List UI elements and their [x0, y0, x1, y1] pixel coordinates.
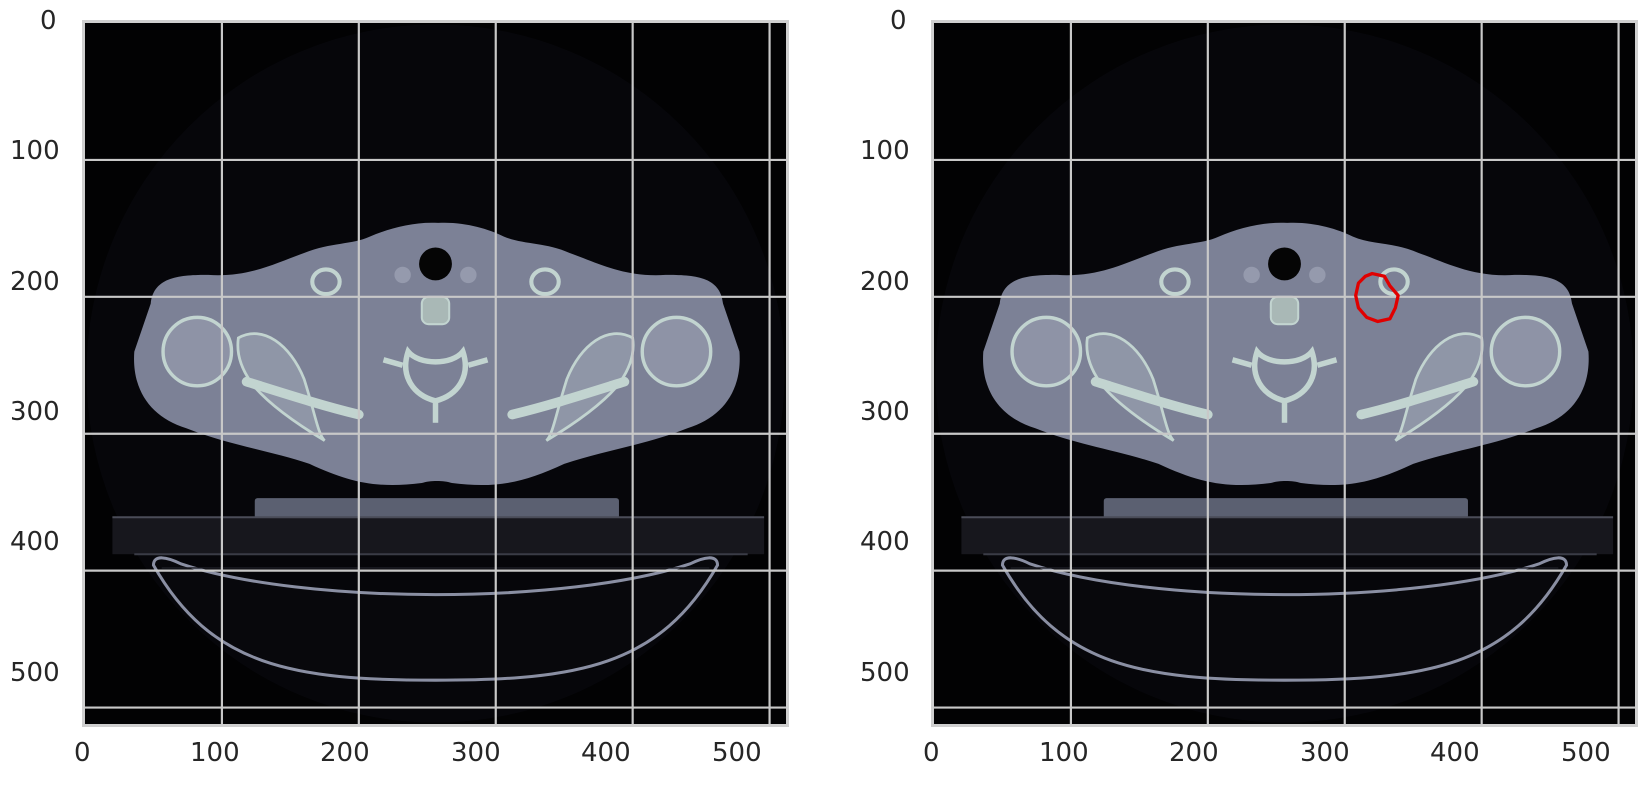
ct-slice-anatomy: [85, 23, 786, 724]
y-tick-label: 300: [860, 397, 910, 427]
humeral-head-right: [1489, 315, 1562, 388]
table-cradle: [1000, 556, 1569, 682]
x-tick-label: 500: [712, 738, 762, 768]
transverse-process: [1231, 357, 1338, 368]
trachea: [419, 247, 452, 281]
grid-lines: [934, 23, 1635, 724]
table-pad: [1103, 498, 1468, 519]
vertebral-arch: [1252, 345, 1317, 404]
vertebral-arch: [403, 345, 468, 404]
y-tick-label: 100: [10, 136, 60, 166]
segmentation-contour: [1354, 271, 1400, 324]
x-tick-label: 0: [74, 738, 91, 768]
tumor-contour: [1354, 271, 1400, 324]
y-tick-label: 400: [860, 527, 910, 557]
clavicle-right: [1356, 376, 1479, 420]
vessel: [1309, 266, 1326, 284]
vertebral-body: [420, 295, 451, 326]
trachea: [1268, 247, 1301, 281]
humeral-head-left: [161, 315, 234, 388]
vessel: [394, 266, 411, 284]
x-tick-label: 500: [1561, 738, 1611, 768]
y-tick-label: 300: [10, 397, 60, 427]
ct-image-panel-left: [82, 20, 789, 727]
ct-slice-anatomy: [934, 23, 1635, 724]
clavicle-left: [241, 376, 364, 420]
x-tick-label: 200: [1169, 738, 1219, 768]
rib-left: [1159, 267, 1191, 297]
y-tick-label: 200: [10, 267, 60, 297]
x-tick-label: 400: [1430, 738, 1480, 768]
table-top: [961, 517, 1614, 555]
ct-image-right: [934, 23, 1635, 724]
clavicle-left: [1090, 376, 1213, 420]
ct-image-panel-right: [931, 20, 1638, 727]
clavicle-right: [507, 376, 630, 420]
y-tick-label: 0: [890, 6, 907, 36]
table-cradle: [151, 556, 720, 682]
vessel: [1243, 266, 1260, 284]
x-tick-label: 100: [190, 738, 240, 768]
grid-lines: [85, 23, 786, 724]
rib-right: [1378, 267, 1410, 297]
table-top: [112, 517, 765, 555]
table-pad: [254, 498, 619, 519]
y-tick-label: 500: [860, 658, 910, 688]
humeral-head-left: [1010, 315, 1083, 388]
vertebral-body: [1269, 295, 1300, 326]
x-tick-label: 400: [581, 738, 631, 768]
transverse-process: [382, 357, 489, 368]
x-tick-label: 200: [320, 738, 370, 768]
rib-right: [529, 267, 561, 297]
vessel: [460, 266, 477, 284]
x-tick-label: 300: [451, 738, 501, 768]
y-tick-label: 100: [860, 136, 910, 166]
y-tick-label: 400: [10, 527, 60, 557]
body-outline: [134, 222, 740, 486]
body-outline: [983, 222, 1589, 486]
x-tick-label: 0: [923, 738, 940, 768]
y-tick-label: 200: [860, 267, 910, 297]
y-tick-label: 0: [40, 6, 57, 36]
humeral-head-right: [640, 315, 713, 388]
x-tick-label: 300: [1300, 738, 1350, 768]
rib-left: [310, 267, 342, 297]
ct-image-left: [85, 23, 786, 724]
y-tick-label: 500: [10, 658, 60, 688]
x-tick-label: 100: [1039, 738, 1089, 768]
